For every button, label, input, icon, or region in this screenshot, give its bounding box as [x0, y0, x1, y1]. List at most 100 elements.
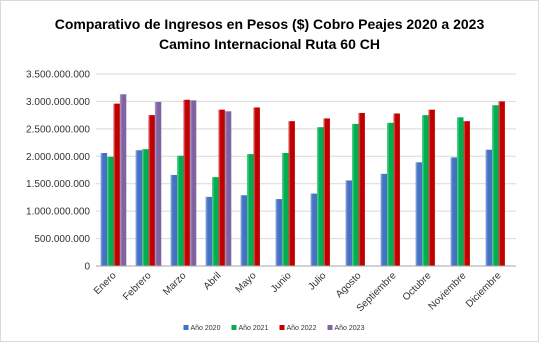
bar-highlight [310, 193, 313, 266]
bar [100, 152, 108, 266]
bar [358, 112, 365, 266]
bar [345, 180, 353, 266]
bar-highlight [107, 156, 109, 266]
bar [170, 174, 178, 266]
x-tick-label: Febrero [121, 270, 154, 303]
bar [282, 152, 289, 266]
legend: Año 2020 Año 2021 Año 2022 Año 2023 [183, 325, 365, 332]
gridlines [96, 73, 516, 240]
bar-highlight [119, 94, 122, 266]
bar [142, 149, 149, 266]
x-tick-label: Agosto [334, 270, 364, 300]
bar-highlight [100, 152, 103, 266]
bar-highlight [253, 107, 256, 266]
x-tick-label: Enero [92, 270, 119, 297]
bar [205, 196, 213, 266]
bar-highlight [170, 174, 173, 266]
bar-highlight [415, 162, 418, 266]
bar [240, 195, 248, 266]
bar [422, 115, 429, 267]
bar [183, 99, 190, 266]
x-tick-label: Diciembre [464, 270, 504, 310]
y-tick-label: 3.000.000.000 [26, 97, 90, 108]
legend-swatch [183, 325, 189, 330]
bar [310, 193, 318, 266]
bar-highlight [457, 117, 459, 266]
chart-title: Comparativo de Ingresos en Pesos ($) Cob… [54, 16, 485, 32]
x-tick-label: Julio [306, 270, 329, 293]
y-tick-label: 500.000.000 [34, 234, 90, 245]
bar-highlight [224, 111, 227, 266]
bar-highlight [422, 115, 424, 267]
chart-subtitle: Camino Internacional Ruta 60 CH [159, 36, 380, 52]
bar [154, 101, 162, 266]
x-tick-label: Octubre [401, 270, 434, 303]
bar-highlight [218, 109, 221, 267]
bar-highlight [498, 101, 501, 266]
bar [177, 155, 184, 266]
legend-label: Año 2022 [287, 325, 317, 332]
bar [275, 199, 283, 266]
bar-highlight [212, 177, 214, 266]
bar [224, 111, 232, 266]
bar [247, 154, 254, 266]
bar-highlight [177, 155, 179, 266]
legend-swatch [231, 325, 237, 330]
bar [450, 157, 458, 266]
bar-highlight [288, 121, 291, 266]
bar-highlight [463, 121, 466, 266]
bar [415, 162, 423, 266]
bar-highlight [380, 173, 383, 266]
legend-label: Año 2020 [191, 325, 221, 332]
x-tick-label: Noviembre [427, 270, 469, 312]
bar-highlight [393, 113, 396, 266]
bar-highlight [317, 127, 319, 266]
bar [393, 113, 400, 266]
bar [288, 121, 295, 266]
bar-highlight [154, 101, 157, 266]
bar-highlight [485, 149, 488, 266]
bar-highlight [142, 149, 144, 266]
legend-swatch [327, 325, 333, 330]
bar-highlight [450, 157, 453, 266]
bar [492, 105, 499, 266]
bar [317, 127, 324, 266]
bar-highlight [352, 123, 354, 266]
legend-swatch [279, 325, 285, 330]
bar-highlight [247, 154, 249, 266]
bar-highlight [183, 99, 186, 266]
bar-highlight [135, 150, 138, 266]
bar [428, 109, 435, 267]
y-tick-label: 1.500.000.000 [26, 179, 90, 190]
bar-highlight [189, 100, 192, 267]
bar [189, 100, 197, 267]
x-tick-label: Junio [269, 270, 294, 295]
bar-highlight [492, 105, 494, 266]
bar [387, 122, 394, 266]
bars [100, 94, 505, 267]
bar-highlight [282, 152, 284, 266]
bar [457, 117, 464, 266]
bar [135, 150, 143, 266]
bar-highlight [428, 109, 431, 267]
bar-highlight [113, 103, 116, 266]
bar-highlight [345, 180, 348, 266]
bar [113, 103, 120, 266]
x-axis: Enero Febrero Marzo Abril Mayo Junio Julio Agos… [92, 265, 516, 314]
bar [380, 173, 388, 266]
bar-highlight [240, 195, 243, 266]
bar [498, 101, 505, 266]
bar [212, 177, 219, 266]
bar-highlight [358, 112, 361, 266]
bar [218, 109, 225, 267]
bar-highlight [323, 118, 326, 266]
legend-label: Año 2021 [239, 325, 269, 332]
legend-label: Año 2023 [335, 325, 365, 332]
bar [323, 118, 330, 266]
y-tick-label: 2.500.000.000 [26, 124, 90, 135]
y-tick-label: 3.500.000.000 [26, 70, 90, 81]
bar [463, 121, 470, 266]
x-tick-label: Mayo [234, 270, 259, 295]
bar [253, 107, 260, 266]
